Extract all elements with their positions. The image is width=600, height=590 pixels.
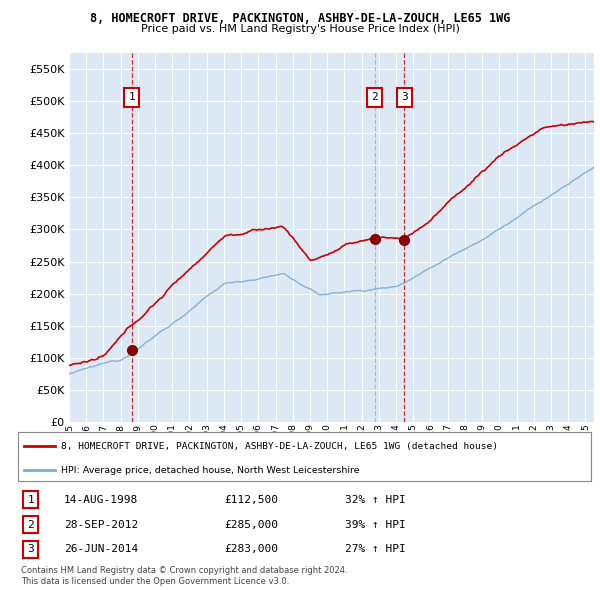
Text: £283,000: £283,000	[224, 545, 278, 555]
Text: 3: 3	[401, 93, 408, 102]
Text: 3: 3	[27, 545, 34, 555]
Text: This data is licensed under the Open Government Licence v3.0.: This data is licensed under the Open Gov…	[21, 577, 289, 586]
Text: 2: 2	[27, 520, 34, 529]
Text: HPI: Average price, detached house, North West Leicestershire: HPI: Average price, detached house, Nort…	[61, 466, 359, 475]
Text: 2: 2	[371, 93, 378, 102]
Text: 14-AUG-1998: 14-AUG-1998	[64, 494, 138, 504]
Text: 8, HOMECROFT DRIVE, PACKINGTON, ASHBY-DE-LA-ZOUCH, LE65 1WG: 8, HOMECROFT DRIVE, PACKINGTON, ASHBY-DE…	[90, 12, 510, 25]
Text: Price paid vs. HM Land Registry's House Price Index (HPI): Price paid vs. HM Land Registry's House …	[140, 24, 460, 34]
Text: 28-SEP-2012: 28-SEP-2012	[64, 520, 138, 529]
Text: 32% ↑ HPI: 32% ↑ HPI	[344, 494, 406, 504]
Text: 39% ↑ HPI: 39% ↑ HPI	[344, 520, 406, 529]
Text: £285,000: £285,000	[224, 520, 278, 529]
Text: 1: 1	[27, 494, 34, 504]
Text: 8, HOMECROFT DRIVE, PACKINGTON, ASHBY-DE-LA-ZOUCH, LE65 1WG (detached house): 8, HOMECROFT DRIVE, PACKINGTON, ASHBY-DE…	[61, 441, 498, 451]
Text: £112,500: £112,500	[224, 494, 278, 504]
Text: Contains HM Land Registry data © Crown copyright and database right 2024.: Contains HM Land Registry data © Crown c…	[21, 566, 347, 575]
Text: 1: 1	[128, 93, 135, 102]
Text: 27% ↑ HPI: 27% ↑ HPI	[344, 545, 406, 555]
Text: 26-JUN-2014: 26-JUN-2014	[64, 545, 138, 555]
